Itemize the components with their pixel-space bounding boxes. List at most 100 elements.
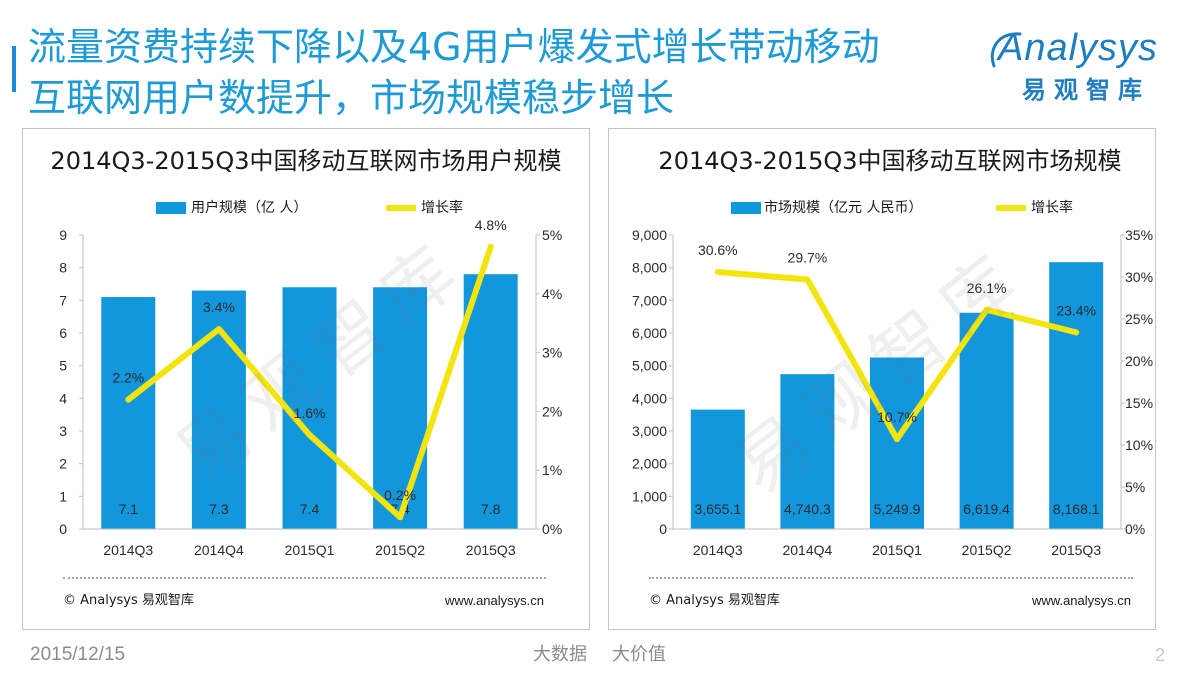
bar-value-label: 7.4 — [300, 501, 320, 517]
chart-title: 2014Q3-2015Q3中国移动互联网市场规模 — [658, 147, 1122, 175]
slogan-part-2: 大价值 — [612, 644, 666, 665]
y-right-tick-label: 4% — [542, 286, 562, 302]
y-right-tick-label: 15% — [1125, 395, 1153, 411]
market-scale-chart-panel: 2014Q3-2015Q3中国移动互联网市场规模 市场规模（亿元 人民币） 增长… — [608, 128, 1156, 630]
growth-rate-point — [1073, 329, 1080, 336]
bar-value-label: 7.3 — [209, 501, 229, 517]
bar-2014q3 — [101, 297, 156, 529]
x-tick-label: 2015Q1 — [872, 542, 922, 558]
chart-title: 2014Q3-2015Q3中国移动互联网市场用户规模 — [50, 147, 562, 175]
y-right-tick-label: 25% — [1125, 311, 1153, 327]
y-right-tick-label: 0% — [542, 521, 562, 537]
bar-value-label: 7.8 — [481, 501, 501, 517]
growth-rate-point — [397, 514, 404, 521]
bar-2015q3 — [463, 274, 518, 529]
y-right-tick-label: 0% — [1125, 521, 1145, 537]
growth-rate-label: 1.6% — [294, 405, 326, 421]
page-number: 2 — [1155, 645, 1166, 665]
bar-value-label: 5,249.9 — [874, 501, 921, 517]
y-right-tick-label: 35% — [1125, 227, 1153, 243]
source-label: © Analysys 易观智库 — [649, 593, 780, 608]
x-tick-label: 2015Q3 — [466, 542, 516, 558]
y-right-tick-label: 5% — [542, 227, 562, 243]
growth-rate-label: 30.6% — [698, 242, 738, 258]
growth-rate-label: 0.2% — [384, 487, 416, 503]
x-tick-label: 2014Q4 — [782, 542, 832, 558]
growth-rate-label: 29.7% — [788, 250, 828, 266]
x-tick-label: 2014Q3 — [693, 542, 743, 558]
legend-line-swatch — [996, 205, 1026, 211]
footer-divider — [649, 577, 1133, 579]
growth-rate-point — [894, 436, 900, 443]
x-tick-label: 2015Q2 — [962, 542, 1012, 558]
bar-2015q1 — [870, 357, 924, 529]
y-left-tick-label: 2,000 — [632, 456, 667, 472]
growth-rate-point — [714, 268, 721, 275]
y-left-tick-label: 8 — [59, 260, 67, 276]
y-left-tick-label: 0 — [59, 521, 67, 537]
y-left-tick-label: 8,000 — [632, 260, 667, 276]
logo-swoosh-icon — [990, 32, 1022, 68]
y-right-tick-label: 2% — [542, 403, 562, 419]
legend-line-swatch — [386, 205, 416, 211]
bar-value-label: 3,655.1 — [694, 501, 741, 517]
bar-value-label: 8,168.1 — [1053, 501, 1100, 517]
logo-wordmark: Analysys — [998, 27, 1159, 69]
y-left-tick-label: 5 — [59, 358, 67, 374]
slide-date: 2015/12/15 — [30, 644, 126, 665]
y-left-tick-label: 0 — [659, 521, 667, 537]
page-title-line-1: 流量资费持续下降以及4G用户爆发式增长带动移动 — [28, 25, 880, 69]
y-left-tick-label: 9,000 — [632, 227, 667, 243]
x-tick-label: 2015Q2 — [375, 542, 425, 558]
bar-2014q4 — [780, 374, 835, 529]
y-right-tick-label: 5% — [1125, 479, 1145, 495]
y-right-tick-label: 1% — [542, 462, 562, 478]
growth-rate-point — [983, 306, 990, 313]
growth-rate-label: 26.1% — [967, 280, 1007, 296]
growth-rate-point — [804, 276, 811, 283]
growth-rate-label: 3.4% — [203, 299, 235, 315]
y-left-tick-label: 7,000 — [632, 292, 667, 308]
growth-rate-label: 23.4% — [1056, 302, 1096, 318]
y-left-tick-label: 6,000 — [632, 325, 667, 341]
source-label: © Analysys 易观智库 — [63, 593, 194, 608]
market-scale-chart: 0 1,000 2,000 3,000 4,000 5,000 6,000 7,000 8,00… — [632, 227, 1153, 558]
y-left-tick-label: 3 — [59, 423, 67, 439]
bar-value-label: 7.1 — [119, 501, 139, 517]
bar-2015q3 — [1049, 262, 1104, 529]
growth-rate-point — [306, 431, 313, 438]
bar-2014q3 — [690, 409, 745, 529]
y-left-tick-label: 9 — [59, 227, 67, 243]
y-right-tick-label: 30% — [1125, 269, 1153, 285]
x-tick-label: 2014Q4 — [194, 542, 244, 558]
bar-value-label: 4,740.3 — [784, 501, 831, 517]
y-left-tick-label: 4,000 — [632, 390, 667, 406]
page-title-line-2: 互联网用户数提升，市场规模稳步增长 — [28, 76, 675, 120]
y-left-tick-label: 1 — [59, 488, 67, 504]
title-accent-bar — [12, 46, 16, 92]
bar-2015q2 — [373, 287, 428, 529]
legend-bar-label: 用户规模（亿 人） — [191, 200, 308, 216]
y-left-tick-label: 5,000 — [632, 358, 667, 374]
footer-divider — [63, 577, 546, 579]
website-label: www.analysys.cn — [445, 593, 544, 608]
growth-rate-label: 4.8% — [475, 217, 507, 233]
x-tick-label: 2014Q3 — [103, 542, 153, 558]
y-left-tick-label: 6 — [59, 325, 67, 341]
y-left-tick-label: 3,000 — [632, 423, 667, 439]
growth-rate-point — [215, 326, 222, 333]
growth-rate-label: 2.2% — [112, 370, 144, 386]
growth-rate-point — [487, 243, 494, 250]
growth-rate-label: 10.7% — [877, 409, 917, 425]
bar-2015q1 — [282, 287, 337, 529]
y-right-tick-label: 10% — [1125, 437, 1153, 453]
y-right-tick-label: 20% — [1125, 353, 1153, 369]
legend-bar-swatch — [731, 202, 761, 214]
y-left-tick-label: 7 — [59, 292, 67, 308]
x-tick-label: 2015Q1 — [285, 542, 335, 558]
legend-line-label: 增长率 — [1031, 200, 1073, 216]
x-tick-label: 2015Q3 — [1051, 542, 1101, 558]
bar-2015q2 — [959, 312, 1014, 529]
user-scale-chart-panel: 2014Q3-2015Q3中国移动互联网市场用户规模 用户规模（亿 人） 增长率… — [22, 128, 590, 630]
